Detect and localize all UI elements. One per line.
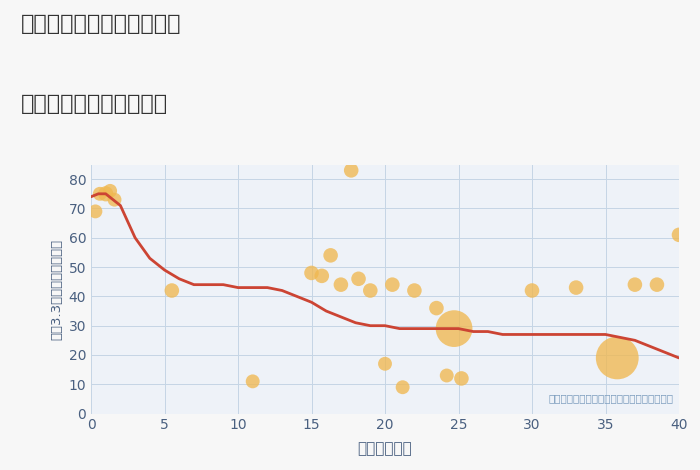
Point <box>386 281 398 289</box>
Point <box>570 284 582 291</box>
Text: 築年数別中古戸建て価格: 築年数別中古戸建て価格 <box>21 94 168 114</box>
Point <box>316 272 328 280</box>
X-axis label: 築年数（年）: 築年数（年） <box>358 441 412 456</box>
Point <box>94 190 106 197</box>
Point <box>652 281 663 289</box>
Point <box>379 360 391 368</box>
Point <box>456 375 467 382</box>
Point <box>431 305 442 312</box>
Text: 円の大きさは、取引のあった物件面積を示す: 円の大きさは、取引のあった物件面積を示す <box>548 394 673 404</box>
Point <box>612 354 623 362</box>
Point <box>673 231 685 239</box>
Point <box>325 251 336 259</box>
Text: 三重県津市久居井戸山町の: 三重県津市久居井戸山町の <box>21 14 181 34</box>
Point <box>335 281 346 289</box>
Point <box>167 287 178 294</box>
Y-axis label: 坪（3.3㎡）単価（万円）: 坪（3.3㎡）単価（万円） <box>50 238 63 340</box>
Point <box>365 287 376 294</box>
Point <box>104 187 116 195</box>
Point <box>397 384 408 391</box>
Point <box>449 325 460 332</box>
Point <box>409 287 420 294</box>
Point <box>90 208 101 215</box>
Point <box>100 190 111 197</box>
Point <box>346 166 357 174</box>
Point <box>247 377 258 385</box>
Point <box>629 281 641 289</box>
Point <box>109 196 120 204</box>
Point <box>526 287 538 294</box>
Point <box>441 372 452 379</box>
Point <box>353 275 364 282</box>
Point <box>306 269 317 277</box>
